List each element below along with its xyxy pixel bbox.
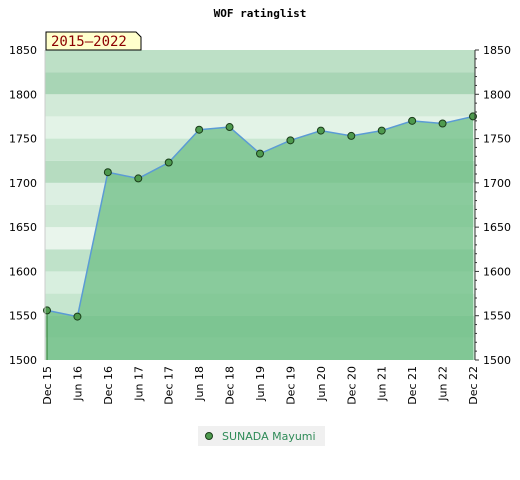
data-point [164,158,173,167]
x-tick-label: Dec 16 [102,366,115,405]
data-point [256,149,264,158]
y-tick-label-right: 1550 [483,310,511,323]
data-point [73,312,82,321]
data-point [377,126,386,135]
background-band [45,50,475,73]
background-band [45,94,475,117]
y-tick-label-left: 1650 [9,221,37,234]
x-tick-label: Dec 18 [224,366,237,405]
x-tick-label: Jun 19 [254,366,267,402]
y-tick-label-right: 1500 [483,354,511,367]
data-point [286,136,295,145]
x-tick-label: Dec 15 [41,366,54,405]
y-tick-label-left: 1550 [9,310,37,323]
x-tick-label: Dec 17 [163,366,176,405]
data-point [225,123,234,132]
x-tick-label: Dec 19 [284,366,297,405]
y-tick-label-right: 1700 [483,177,511,190]
x-tick-label: Dec 21 [406,366,419,405]
legend: SUNADA Mayumi [198,426,325,446]
series-area [47,116,473,360]
x-tick-label: Dec 20 [345,366,358,405]
x-tick-label: Jun 16 [71,366,84,402]
y-tick-label-right: 1650 [483,221,511,234]
x-tick-label: Jun 17 [132,366,145,402]
x-tick-label: Dec 22 [467,366,480,405]
y-axis-left: 1500 1550 1600 1650 1700 1750 1800 1850 [9,44,46,367]
data-point [347,131,356,140]
data-point [408,116,417,125]
data-point [316,126,325,135]
y-tick-label-left: 1850 [9,44,37,57]
area-fill [46,116,473,360]
data-point [438,119,447,128]
data-point [195,125,204,134]
y-tick-label-right: 1850 [483,44,511,57]
legend-series-name: SUNADA Mayumi [222,430,316,443]
x-tick-label: Jun 21 [376,366,389,402]
y-tick-label-right: 1800 [483,88,511,101]
series-markers [43,112,477,321]
y-tick-label-left: 1800 [9,88,37,101]
x-axis: Dec 15 Jun 16 Dec 16 Jun 17 Dec 17 Jun 18 Dec … [41,366,480,405]
period-label: 2015–2022 [51,34,127,50]
period-label-box: 2015–2022 [45,31,142,51]
x-tick-label: Jun 20 [315,366,328,402]
y-tick-label-left: 1500 [9,354,37,367]
legend-marker [205,432,213,440]
y-tick-label-left: 1750 [9,133,37,146]
y-tick-label-left: 1600 [9,265,37,278]
y-tick-label-left: 1700 [9,177,37,190]
y-axis-right: 1500 1550 1600 1650 1700 1750 1800 1850 [474,44,511,367]
x-tick-label: Jun 22 [437,366,450,402]
data-point [103,168,112,177]
x-tick-label: Jun 18 [193,366,206,402]
chart-title: WOF ratinglist [214,7,307,20]
data-point [134,174,143,183]
y-tick-label-right: 1750 [483,133,511,146]
background-band [45,72,475,95]
y-tick-label-right: 1600 [483,265,511,278]
